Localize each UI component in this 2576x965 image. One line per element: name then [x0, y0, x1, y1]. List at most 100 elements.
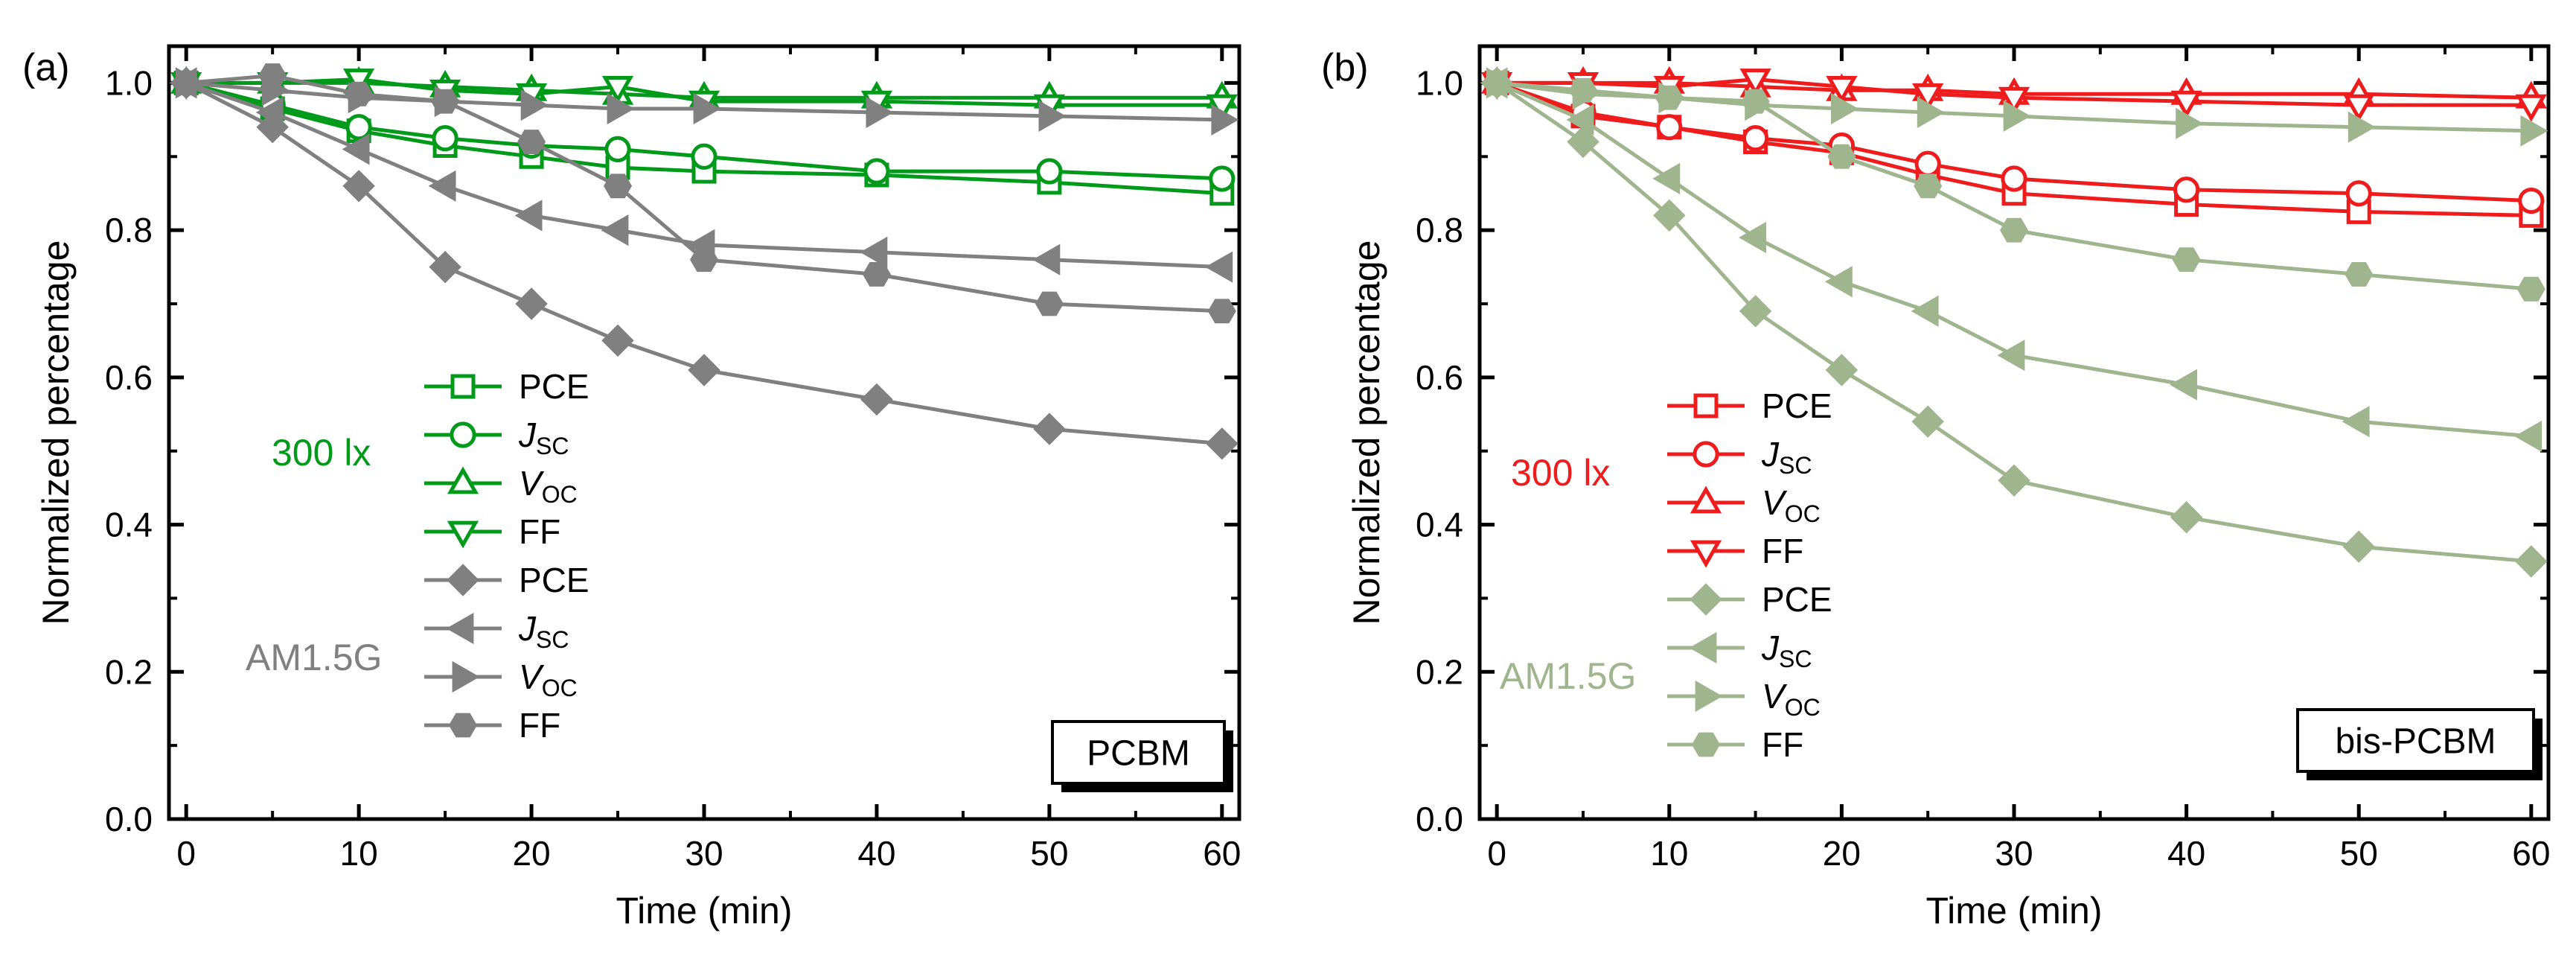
data-point: [860, 236, 888, 268]
y-tick-label: 0.0: [1416, 800, 1463, 838]
series-line: [185, 80, 1222, 181]
x-tick-label: 20: [512, 834, 550, 873]
legend-label: JSC: [518, 415, 569, 459]
legend-label: PCE: [1762, 386, 1832, 425]
data-point: [1656, 114, 1683, 141]
legend-entry: VOC: [1667, 677, 1821, 721]
data-point: [1825, 354, 1859, 386]
data-point: [1036, 158, 1063, 185]
panel-label: (a): [22, 46, 70, 89]
legend-marker: [1692, 732, 1720, 757]
legend-label: VOC: [1762, 677, 1821, 721]
data-point: [2518, 187, 2545, 214]
legend-entry: PCE: [1667, 386, 1832, 425]
data-point: [2515, 545, 2548, 578]
data-point: [429, 250, 461, 284]
data-point: [604, 136, 631, 163]
x-tick-label: 0: [1487, 834, 1506, 873]
y-tick-label: 0.0: [105, 800, 153, 838]
data-point: [1207, 299, 1236, 324]
legend-label: FF: [1762, 725, 1803, 764]
data-point: [866, 96, 894, 129]
data-point: [345, 114, 372, 141]
data-point: [693, 92, 721, 125]
data-point: [601, 76, 634, 103]
data-point: [1997, 340, 2025, 372]
legend-entry: FF: [1667, 725, 1803, 764]
label-box: [2296, 708, 2535, 773]
data-point: [2173, 176, 2200, 203]
legend-entry: VOC: [424, 464, 578, 508]
data-point: [2342, 406, 2370, 438]
plot-frame: [1477, 44, 2551, 821]
data-point: [342, 133, 370, 165]
data-point: [1917, 96, 1945, 129]
group-label: 300 lx: [1511, 452, 1610, 494]
data-point: [1912, 83, 1944, 111]
legend-marker: [1690, 485, 1722, 514]
legend-label: FF: [519, 706, 560, 745]
data-point: [428, 170, 456, 202]
data-point: [1998, 86, 2030, 115]
data-point: [2342, 530, 2375, 563]
legend-label: FF: [519, 512, 560, 551]
data-point: [601, 324, 634, 357]
legend-entry: VOC: [424, 657, 578, 701]
data-point: [2000, 217, 2028, 243]
data-point: [1483, 71, 1512, 95]
x-axis-label: Time (min): [616, 890, 792, 931]
legend-label: PCE: [1762, 580, 1832, 619]
series-line: [185, 73, 1222, 313]
x-tick-label: 10: [1650, 834, 1688, 873]
legend-entry: JSC: [424, 609, 569, 653]
data-point: [1655, 85, 1684, 110]
legend-marker: [1690, 583, 1722, 616]
x-tick-label: 10: [340, 834, 378, 873]
legend-label: JSC: [518, 609, 569, 653]
legend-marker: [447, 520, 479, 549]
x-tick-label: 60: [1203, 834, 1241, 873]
legend-entry: PCE: [424, 561, 589, 599]
data-point: [1653, 199, 1686, 232]
y-tick-label: 0.6: [105, 358, 153, 397]
legend-marker: [1693, 441, 1719, 468]
data-point: [604, 173, 632, 199]
series-line: [1497, 77, 2531, 107]
x-tick-label: 50: [2340, 834, 2378, 873]
data-point: [1566, 103, 1594, 136]
data-point: [607, 92, 635, 125]
data-point: [2170, 369, 2197, 401]
data-point: [342, 69, 375, 97]
data-point: [1032, 243, 1061, 276]
legend-entry: FF: [424, 706, 560, 745]
data-point: [2516, 276, 2545, 302]
data-point: [1824, 266, 1853, 298]
x-tick-label: 20: [1823, 834, 1861, 873]
data-point: [1741, 89, 1770, 114]
legend-marker: [449, 713, 477, 738]
data-point: [688, 354, 720, 386]
series-line: [1496, 81, 2532, 439]
x-tick-label: 50: [1030, 834, 1068, 873]
data-point: [1914, 173, 1943, 199]
legend-label: JSC: [1761, 435, 1812, 479]
data-point: [1209, 165, 1236, 192]
y-tick-label: 0.8: [1416, 211, 1463, 249]
legend-marker: [1693, 393, 1719, 418]
legend-label: VOC: [519, 464, 578, 508]
legend-label: PCE: [519, 367, 589, 406]
x-tick-label: 30: [685, 834, 723, 873]
legend-marker: [1690, 540, 1722, 568]
legend-label: PCE: [519, 561, 589, 599]
data-point: [1914, 150, 1941, 177]
data-point: [1652, 162, 1681, 195]
legend-entry: FF: [424, 512, 560, 551]
data-point: [1033, 413, 1066, 445]
legend-marker: [450, 374, 476, 399]
series-line: [1496, 81, 2531, 203]
data-point: [1206, 427, 1239, 460]
y-tick-label: 1.0: [105, 63, 153, 102]
legend-entry: JSC: [1667, 435, 1812, 479]
series-4: [1480, 66, 2548, 578]
